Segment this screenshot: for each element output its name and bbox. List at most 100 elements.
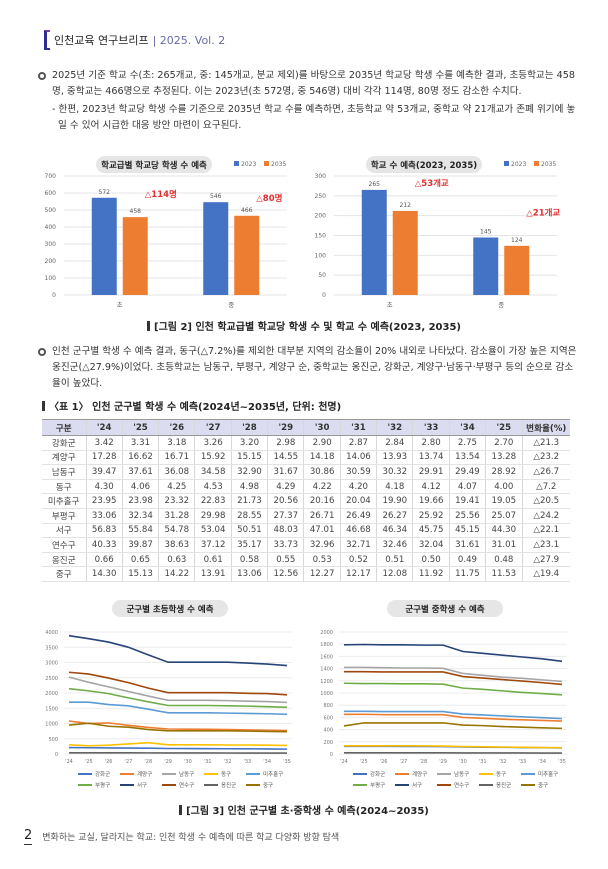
table-cell: 20.16 bbox=[303, 493, 341, 509]
y-tick-label: 600 bbox=[45, 190, 57, 197]
series-line-강화군 bbox=[68, 746, 288, 750]
table-header-cell: '28 bbox=[230, 419, 268, 436]
table-cell: 39.87 bbox=[121, 537, 159, 553]
table-header-cell: '30 bbox=[303, 419, 341, 436]
x-tick-label: '29 bbox=[164, 759, 172, 765]
table-row: 동구 4.30 4.06 4.25 4.53 4.98 4.29 4.22 4.20 4.18 4.… bbox=[42, 479, 570, 495]
table-cell: 28.92 bbox=[485, 464, 522, 480]
table-cell: 4.18 bbox=[376, 479, 413, 495]
chart-title: 학교급별 학교당 학생 수 예측 bbox=[101, 160, 207, 171]
table-row: 계양구 17.28 16.62 16.71 15.92 15.15 14.55 14.18 14… bbox=[42, 450, 570, 466]
bar-value-label: 458 bbox=[130, 208, 142, 215]
y-tick-label: 1400 bbox=[320, 667, 333, 673]
table-cell: 0.66 bbox=[85, 552, 123, 568]
x-tick-label: '26 bbox=[380, 759, 388, 765]
district-student-table: 구분 '24'25'26'27'28'29'30'31'32'33'34'25 변화… bbox=[42, 419, 570, 582]
x-tick-label: '33 bbox=[518, 759, 526, 765]
district-name: 부평구 bbox=[42, 508, 86, 524]
table-cell: 37.12 bbox=[194, 537, 232, 553]
series-line-계양구 bbox=[344, 713, 563, 722]
header-title: 인천교육 연구브리프 bbox=[54, 34, 149, 47]
table-cell: 13.93 bbox=[376, 450, 413, 466]
table-cell: 35.17 bbox=[230, 537, 268, 553]
legend-label: 강화군 bbox=[370, 771, 385, 778]
table-cell: 2.80 bbox=[412, 435, 450, 451]
y-tick-label: 50 bbox=[318, 272, 326, 279]
table-cell: 0.52 bbox=[339, 552, 377, 568]
bar-chart-students-per-school: 학교급별 학교당 학생 수 예측 2023 2035 0 100 200 300 400 500… bbox=[45, 156, 287, 309]
table-cell: 12.27 bbox=[303, 566, 341, 582]
table-cell: 29.98 bbox=[194, 508, 232, 524]
table-cell: 13.74 bbox=[412, 450, 450, 466]
table-cell: 33.06 bbox=[85, 508, 123, 524]
bar bbox=[361, 189, 387, 295]
legend-swatch bbox=[504, 161, 509, 166]
table-cell: 30.86 bbox=[303, 464, 341, 480]
y-tick-label: 1500 bbox=[45, 706, 58, 712]
line-chart-elementary: 군구별 초등학생 수 예측 0 500 1000 1500 2000 2500 3000 350… bbox=[45, 600, 292, 789]
bar-chart-school-count: 학교 수 예측(2023, 2035) 2023 2035 0 50 100 150 200 2… bbox=[315, 156, 560, 309]
table-row: 미추홀구 23.95 23.98 23.32 22.83 21.73 20.56 20.16 2… bbox=[42, 493, 570, 509]
y-tick-label: 2000 bbox=[320, 630, 333, 636]
table-cell: 25.07 bbox=[485, 508, 522, 524]
table-cell: 53.04 bbox=[194, 523, 232, 539]
bullet-icon bbox=[38, 348, 46, 356]
x-tick-label: '35 bbox=[558, 759, 566, 765]
table-cell: 2.87 bbox=[339, 435, 377, 451]
table-cell: 14.06 bbox=[339, 450, 377, 466]
x-tick-label: '34 bbox=[538, 759, 546, 765]
y-tick-label: 300 bbox=[315, 173, 327, 180]
y-tick-label: 0 bbox=[55, 752, 58, 758]
table-cell: 2.84 bbox=[376, 435, 413, 451]
header: 인천교육 연구브리프 | 2025. Vol. 2 bbox=[44, 30, 225, 50]
table-cell: 33.73 bbox=[267, 537, 304, 553]
table-cell: 32.90 bbox=[230, 464, 268, 480]
table-cell: 46.34 bbox=[376, 523, 413, 539]
district-name: 연수구 bbox=[42, 537, 86, 553]
x-tick-label: '24 bbox=[65, 759, 73, 765]
figure-3-caption: [그림 3] 인천 군구별 초·중학생 수 예측(2024~2035) bbox=[0, 802, 608, 817]
table-cell: 23.98 bbox=[121, 493, 159, 509]
legend-label: 중구 bbox=[538, 782, 548, 789]
bullet-icon bbox=[38, 72, 46, 80]
table-cell: 26.27 bbox=[376, 508, 413, 524]
table-cell: 27.37 bbox=[267, 508, 304, 524]
table-cell: △21.3 bbox=[521, 435, 570, 451]
table-header-row: 구분 '24'25'26'27'28'29'30'31'32'33'34'25 변화… bbox=[42, 419, 570, 436]
table-cell: 14.22 bbox=[158, 566, 195, 582]
table-cell: 32.96 bbox=[303, 537, 341, 553]
x-tick-label: 중 bbox=[228, 301, 234, 309]
y-tick-label: 3500 bbox=[45, 645, 58, 651]
series-line-연수구 bbox=[68, 671, 288, 696]
chart-title: 학교 수 예측(2023, 2035) bbox=[371, 160, 477, 171]
table-cell: 19.05 bbox=[485, 493, 522, 509]
table-cell: 48.03 bbox=[267, 523, 304, 539]
series-line-서구 bbox=[343, 643, 563, 663]
change-annotation: △114명 bbox=[145, 189, 177, 200]
table-cell: 15.15 bbox=[230, 450, 268, 466]
paragraph-2: 인천 군구별 학생 수 예측 결과, 동구(△7.2%)를 제외한 대부분 지역… bbox=[32, 344, 577, 392]
y-tick-label: 4000 bbox=[45, 630, 58, 636]
y-tick-label: 500 bbox=[48, 737, 58, 743]
bar-value-label: 212 bbox=[400, 202, 412, 209]
table-cell: 2.98 bbox=[267, 435, 304, 451]
district-name: 동구 bbox=[42, 479, 86, 495]
y-tick-label: 700 bbox=[45, 173, 57, 180]
table-cell: 0.53 bbox=[303, 552, 341, 568]
table-cell: 23.32 bbox=[158, 493, 195, 509]
legend-label: 부평구 bbox=[370, 782, 385, 789]
x-tick-label: '24 bbox=[340, 759, 348, 765]
table-cell: △24.2 bbox=[521, 508, 570, 524]
table-row: 중구 14.30 15.13 14.22 13.91 13.06 12.56 12.27 12.… bbox=[42, 566, 570, 582]
legend-label: 2023 bbox=[511, 161, 526, 168]
legend-label: 남동구 bbox=[179, 770, 194, 778]
table-cell: 12.17 bbox=[339, 566, 377, 582]
district-name: 남동구 bbox=[42, 464, 86, 480]
table-cell: 26.49 bbox=[339, 508, 377, 524]
table-cell: 55.84 bbox=[121, 523, 159, 539]
bar bbox=[122, 217, 148, 295]
district-name: 강화군 bbox=[42, 435, 86, 451]
bar-value-label: 265 bbox=[369, 181, 381, 188]
table-cell: 32.34 bbox=[121, 508, 159, 524]
change-annotation: △21개교 bbox=[526, 207, 560, 218]
